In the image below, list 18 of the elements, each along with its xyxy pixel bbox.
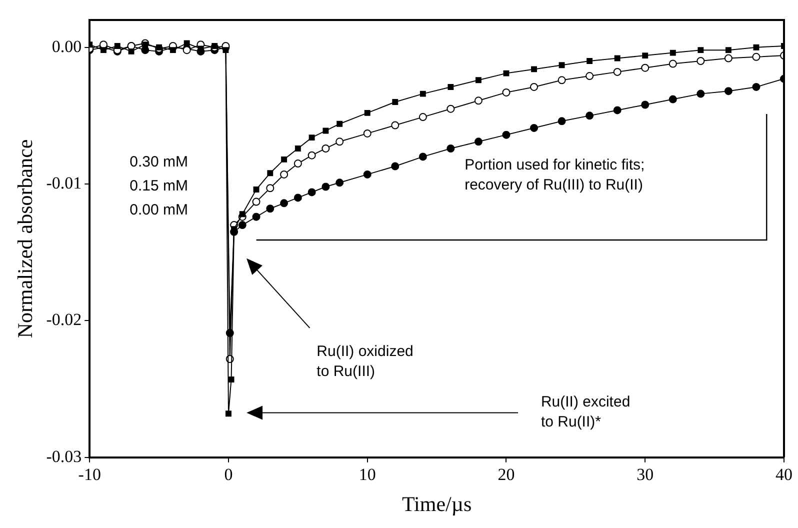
x-axis-title: Time/µs: [402, 492, 472, 516]
y-axis-title: Normalized absorbance: [13, 139, 38, 338]
y-tick-label: -0.02: [46, 310, 82, 330]
text: 0.00 mM: [130, 202, 188, 219]
x-tick-label: 10: [358, 465, 376, 484]
annotation: Portion used for kinetic fits; recovery of Ru(III) to Ru(II): [464, 156, 645, 194]
y-tick-label: -0.01: [46, 173, 82, 192]
annotation: Ru(II) excited to Ru(II)*: [540, 393, 630, 430]
x-tick-label: 30: [636, 465, 654, 484]
y-tick-label: -0.03: [46, 446, 82, 466]
text: 0.15 mM: [130, 178, 188, 195]
text: 0.30 mM: [130, 154, 188, 171]
x-tick-label: 20: [498, 465, 515, 484]
x-tick-label: 40: [776, 465, 792, 484]
y-tick-label: 0.00: [52, 36, 82, 56]
annotation: Ru(II) oxidized to Ru(III): [316, 342, 414, 380]
x-tick-label: -10: [78, 465, 101, 484]
x-tick-label: 0: [224, 465, 233, 484]
